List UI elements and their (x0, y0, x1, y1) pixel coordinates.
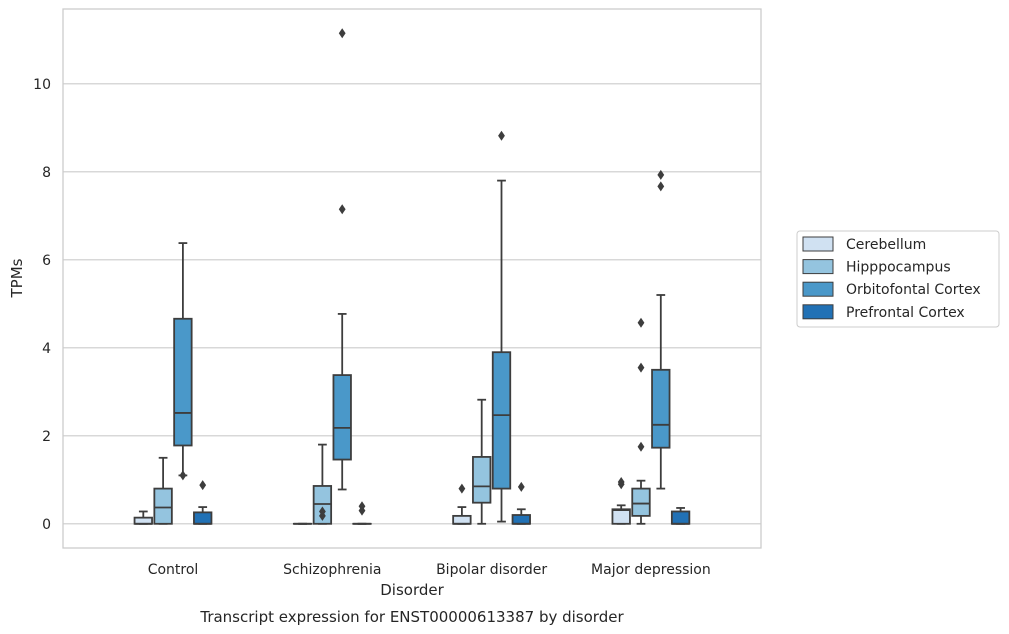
iqr-box (452, 514, 472, 525)
outlier-point (458, 483, 466, 494)
outlier-point (319, 506, 326, 517)
plot-area (63, 9, 761, 548)
outlier-point (657, 169, 665, 180)
iqr-box (153, 487, 173, 525)
box-schizophrenia-hipppocampus (312, 443, 333, 525)
y-axis-label: TPMs (8, 258, 26, 298)
x-tick-labels: Control Schizophrenia Bipolar disorder Majo… (148, 562, 711, 578)
box-control-orbitofontal-cortex (173, 242, 193, 481)
outlier-point (517, 481, 525, 492)
box-bipolar-disorder-prefrontal-cortex (511, 481, 531, 525)
outlier-point (637, 317, 645, 328)
box-schizophrenia-orbitofontal-cortex (332, 28, 352, 491)
legend-label: Orbitofontal Cortex (846, 282, 981, 298)
legend-label: Cerebellum (846, 237, 926, 253)
legend-label: Hipppocampus (846, 260, 951, 276)
iqr-box (631, 487, 651, 517)
legend: Cerebellum Hipppocampus Orbitofontal Corte… (796, 230, 1000, 328)
box-control-prefrontal-cortex (193, 480, 213, 525)
iqr-box (670, 510, 691, 525)
outlier-point (338, 204, 346, 215)
outlier-point (199, 480, 207, 491)
legend-swatch (802, 259, 834, 275)
iqr-box (651, 368, 671, 449)
iqr-box (611, 508, 631, 525)
iqr-box (511, 514, 531, 525)
outlier-point (179, 470, 187, 481)
x-tick-label: Control (148, 562, 199, 578)
outlier-point (498, 130, 505, 141)
y-tick-label: 4 (42, 341, 51, 357)
legend-label: Prefrontal Cortex (846, 305, 965, 321)
box-schizophrenia-prefrontal-cortex (352, 501, 372, 525)
outlier-point (657, 181, 665, 192)
outlier-point (617, 477, 625, 487)
legend-swatch (802, 304, 834, 320)
iqr-box (133, 516, 153, 525)
outlier-point (358, 501, 366, 512)
box-bipolar-disorder-orbitofontal-cortex (491, 130, 512, 523)
x-axis-label: Disorder (380, 581, 444, 599)
y-tick-label: 10 (33, 77, 51, 93)
iqr-box (472, 456, 492, 504)
y-tick-label: 2 (42, 429, 51, 445)
legend-swatch (802, 281, 834, 297)
y-tick-label: 8 (42, 165, 51, 181)
box-major-depression-orbitofontal-cortex (651, 169, 671, 490)
box-series (133, 28, 691, 525)
y-tick-labels: 0 2 4 6 8 10 (33, 77, 51, 533)
outlier-point (637, 362, 645, 373)
iqr-box (173, 317, 193, 447)
outlier-point (637, 441, 645, 452)
y-tick-label: 6 (42, 253, 51, 269)
legend-frame (796, 230, 1000, 328)
box-major-depression-prefrontal-cortex (670, 507, 691, 525)
chart-title: Transcript expression for ENST0000061338… (199, 608, 624, 626)
box-bipolar-disorder-cerebellum (452, 483, 472, 525)
box-bipolar-disorder-hipppocampus (472, 398, 492, 525)
iqr-box (193, 511, 213, 525)
x-tick-label: Major depression (591, 562, 711, 578)
plot-frame (62, 8, 762, 549)
box-major-depression-hipppocampus (631, 317, 651, 525)
x-tick-label: Bipolar disorder (436, 562, 547, 578)
box-control-hipppocampus (153, 456, 173, 525)
box-control-cerebellum (133, 510, 153, 525)
iqr-box (332, 374, 352, 461)
legend-swatch (802, 236, 834, 252)
x-tick-label: Schizophrenia (283, 562, 381, 578)
iqr-box (491, 351, 512, 490)
box-major-depression-cerebellum (611, 477, 631, 525)
y-tick-label: 0 (42, 517, 51, 533)
outlier-point (338, 28, 346, 39)
